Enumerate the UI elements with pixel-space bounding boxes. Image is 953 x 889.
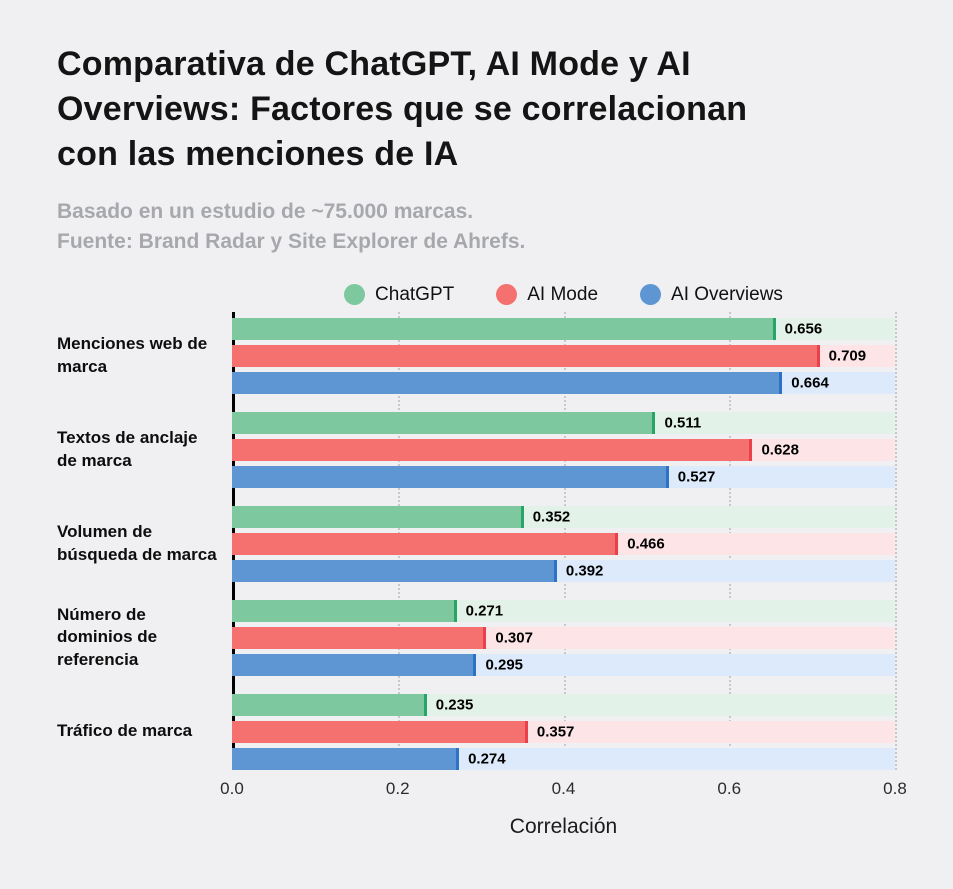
bar-group: Número de dominios de referencia 0.271 0.3… [57,599,895,676]
bar-track: 0.511 [232,411,895,434]
value-label: 0.274 [468,750,506,767]
bar [232,720,528,743]
bar-track: 0.466 [232,532,895,555]
value-label: 0.271 [465,602,504,619]
bar-group: Textos de anclaje de marca 0.511 0.628 0.52… [57,411,895,488]
bar-groups: Menciones web de marca 0.656 0.709 0.664 Tex… [57,317,895,770]
category-label: Textos de anclaje de marca [57,428,198,470]
legend-dot-icon [640,284,662,305]
value-label: 0.307 [495,629,533,646]
value-label: 0.295 [485,656,524,673]
bar-group: Tráfico de marca 0.235 0.357 0.274 [57,693,895,770]
bar [232,559,557,582]
bar [232,438,753,461]
bar [232,344,820,367]
bar [232,532,619,555]
legend-label: AI Mode [527,283,599,305]
bar-group: Menciones web de marca 0.656 0.709 0.664 [57,317,895,394]
bar-stack: 0.352 0.466 0.392 [232,505,895,582]
x-tick-label: 0.0 [220,778,244,798]
legend: ChatGPT AI Mode AI Overviews [232,284,895,306]
value-label: 0.392 [565,562,604,579]
value-label: 0.527 [677,468,716,485]
bar-stack: 0.271 0.307 0.295 [232,599,895,676]
bar-track: 0.664 [232,371,895,394]
page: Comparativa de ChatGPT, AI Mode y AI Ove… [57,45,907,838]
bar [232,653,477,676]
bar-stack: 0.511 0.628 0.527 [232,411,895,488]
bar-stack: 0.235 0.357 0.274 [232,693,895,770]
category-label: Tráfico de marca [57,721,193,741]
value-label: 0.357 [536,723,575,740]
bar-stack: 0.656 0.709 0.664 [232,317,895,394]
bar-track: 0.709 [232,344,895,367]
bar [232,747,460,770]
bar-group: Volumen de búsqueda de marca 0.352 0.466 0.… [57,505,895,582]
legend-dot-icon [496,284,518,305]
bar-track: 0.628 [232,438,895,461]
value-label: 0.511 [664,414,702,431]
bar-track: 0.392 [232,559,895,582]
bar [232,693,427,716]
category-label: Menciones web de marca [57,334,208,376]
gridline [895,311,897,770]
category-label: Volumen de búsqueda de marca [57,522,217,564]
x-tick-label: 0.4 [551,778,576,798]
bar [232,626,487,649]
x-tick-label: 0.6 [717,778,742,798]
legend-dot-icon [344,284,366,305]
bar [232,599,457,622]
bar-track: 0.527 [232,465,895,488]
chart-subtitle: Basado en un estudio de ~75.000 marcas. … [57,199,526,254]
value-label: 0.664 [791,374,829,391]
legend-item: AI Mode [496,284,598,306]
bar [232,317,776,340]
bar [232,505,524,528]
bar [232,465,669,488]
category-label: Número de dominios de referencia [57,605,158,669]
legend-label: AI Overviews [671,283,783,305]
bar-track: 0.271 [232,599,895,622]
bar-track: 0.307 [232,626,895,649]
legend-item: ChatGPT [344,284,454,306]
value-label: 0.709 [828,347,867,364]
value-label: 0.352 [532,508,571,525]
chart: Menciones web de marca 0.656 0.709 0.664 Tex… [57,311,897,770]
legend-label: ChatGPT [375,283,455,305]
bar [232,371,783,394]
bar-track: 0.656 [232,317,895,340]
legend-item: AI Overviews [640,284,783,306]
x-tick-label: 0.2 [385,778,410,798]
x-axis-ticks: 0.0 0.2 0.4 0.6 0.8 [220,778,907,803]
bar [232,411,656,434]
bar-track: 0.357 [232,720,895,743]
value-label: 0.628 [761,441,799,458]
bar-track: 0.274 [232,747,895,770]
value-label: 0.466 [627,535,665,552]
bar-track: 0.295 [232,653,895,676]
bar-track: 0.235 [232,693,895,716]
x-tick-label: 0.8 [883,778,907,798]
chart-title: Comparativa de ChatGPT, AI Mode y AI Ove… [57,45,748,173]
value-label: 0.235 [435,696,474,713]
bar-track: 0.352 [232,505,895,528]
x-axis-label: Correlación [509,814,618,838]
value-label: 0.656 [784,320,823,337]
